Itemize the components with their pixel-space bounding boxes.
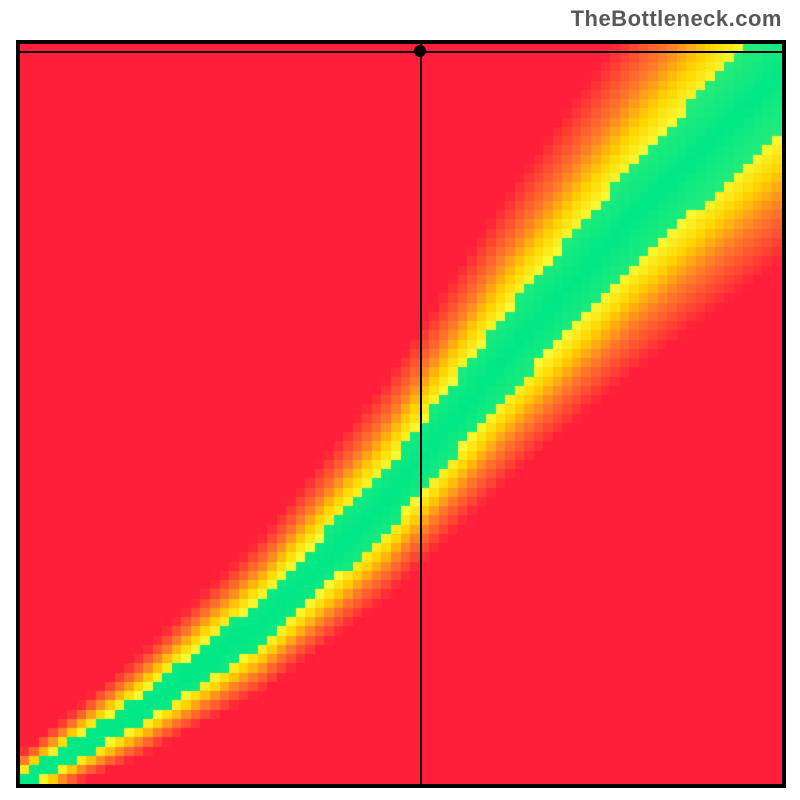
- bottleneck-heatmap-frame: [16, 40, 786, 788]
- crosshair-vertical: [420, 44, 422, 784]
- crosshair-horizontal: [20, 51, 782, 53]
- crosshair-marker-dot: [414, 45, 426, 57]
- bottleneck-heatmap-canvas: [20, 44, 782, 784]
- watermark-text: TheBottleneck.com: [571, 6, 782, 32]
